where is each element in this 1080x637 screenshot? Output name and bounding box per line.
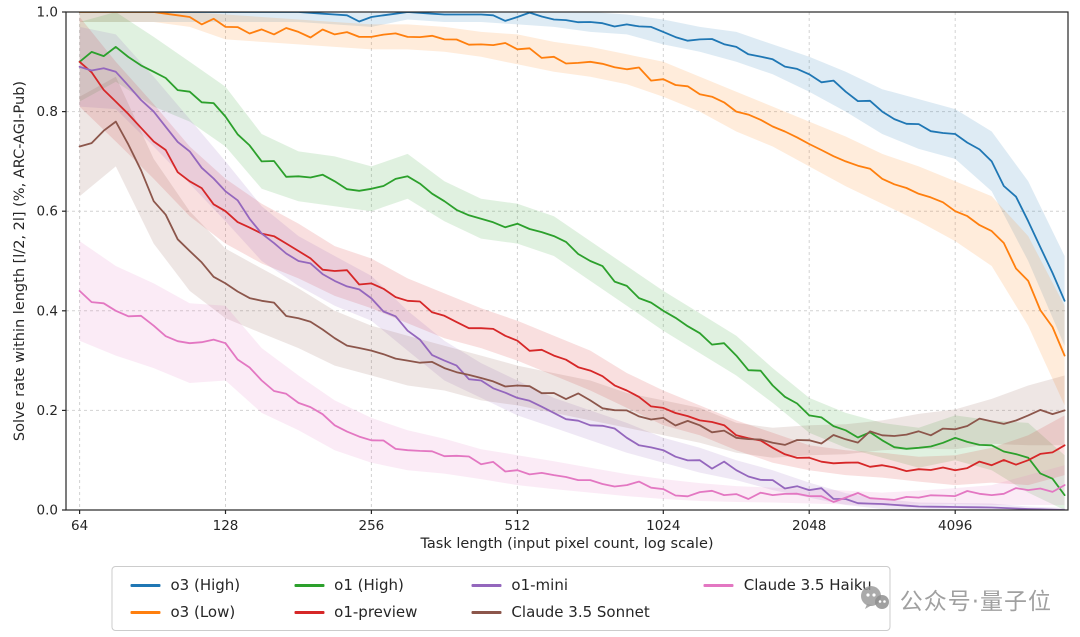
- legend-item: o1-mini: [471, 576, 649, 594]
- series-band: [79, 12, 1065, 510]
- y-tick-label: 0.0: [37, 503, 58, 519]
- x-tick-label: 512: [505, 518, 531, 534]
- series-line: [78, 60, 1066, 472]
- legend-swatch: [130, 610, 161, 614]
- x-tick-label: 64: [71, 518, 88, 534]
- legend-label: o3 (High): [170, 576, 241, 594]
- series-band: [79, 26, 1065, 510]
- series-line: [78, 65, 1066, 510]
- x-tick-label: 4096: [938, 518, 972, 534]
- legend-label: Claude 3.5 Haiku: [743, 576, 872, 594]
- y-tick-label: 0.6: [37, 204, 58, 220]
- y-axis-label: Solve rate within length [l/2, 2l] (%, A…: [12, 80, 28, 442]
- legend-swatch: [471, 610, 502, 614]
- series-line: [78, 46, 1066, 496]
- axis-ticks: 64 128 256 512 1024 2048 4096 0.0 0.2 0.4 0.6 0.8 1.…: [37, 5, 973, 535]
- y-tick-label: 1.0: [37, 5, 58, 21]
- series-line: [78, 12, 1066, 357]
- legend-label: o1 (High): [334, 576, 404, 594]
- watermark-text: 公众号·量子位: [899, 589, 1052, 615]
- series-band: [79, 241, 1065, 506]
- chart-legend: o3 (High) o3 (Low) o1 (High) o1-preview o1-m…: [111, 566, 891, 631]
- y-tick-label: 0.4: [37, 303, 58, 319]
- legend-swatch: [703, 583, 734, 587]
- legend-swatch: [130, 583, 161, 587]
- x-axis-label: Task length (input pixel count, log scal…: [420, 536, 714, 552]
- legend-item: o3 (High): [130, 576, 240, 594]
- legend-item: Claude 3.5 Sonnet: [471, 603, 650, 621]
- series-line: [78, 120, 1066, 446]
- x-tick-label: 1024: [646, 518, 680, 534]
- series-band: [79, 76, 1065, 458]
- x-tick-label: 2048: [792, 518, 826, 534]
- y-tick-label: 0.8: [37, 104, 58, 120]
- legend-label: o3 (Low): [170, 603, 236, 621]
- legend-label: Claude 3.5 Sonnet: [511, 603, 650, 621]
- series-line: [78, 12, 1066, 302]
- series-band: [79, 17, 1065, 486]
- series-band: [79, 12, 1065, 346]
- legend-label: o1-mini: [511, 576, 569, 594]
- legend-swatch: [294, 583, 325, 587]
- legend-item: o1 (High): [294, 576, 417, 594]
- confidence-bands: [79, 12, 1065, 510]
- series-lines: [78, 12, 1066, 510]
- x-tick-label: 128: [213, 518, 239, 534]
- watermark: 公众号·量子位: [858, 582, 1052, 616]
- x-tick-label: 256: [359, 518, 385, 534]
- legend-label: o1-preview: [334, 603, 418, 621]
- y-tick-label: 0.2: [37, 403, 58, 419]
- series-line: [78, 290, 1066, 503]
- plot-border: [65, 11, 1069, 511]
- legend-item: Claude 3.5 Haiku: [703, 576, 872, 594]
- legend-swatch: [294, 610, 325, 614]
- watermark-logo-icon: [860, 586, 889, 609]
- legend-item: o1-preview: [294, 603, 417, 621]
- legend-item: o3 (Low): [130, 603, 240, 621]
- legend-swatch: [471, 583, 502, 587]
